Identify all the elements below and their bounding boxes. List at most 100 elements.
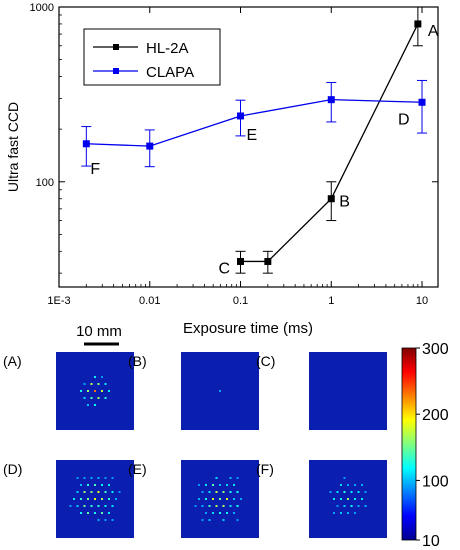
heatmap-spot bbox=[357, 505, 360, 507]
heatmap-spot bbox=[336, 491, 339, 493]
x-tick-label: 1 bbox=[328, 295, 334, 307]
heatmap-spot bbox=[201, 491, 204, 493]
heatmap-spot bbox=[219, 498, 221, 500]
heatmap-spot bbox=[347, 512, 349, 514]
heatmap-spot bbox=[111, 519, 114, 521]
heatmap-spot bbox=[108, 512, 110, 514]
colorbar bbox=[401, 347, 417, 541]
heatmap-spot bbox=[104, 477, 107, 479]
y-axis-title: Ultra fast CCD bbox=[5, 102, 21, 192]
heatmap-spot bbox=[87, 390, 89, 392]
heatmap-spot bbox=[343, 505, 346, 507]
point-label-F: F bbox=[90, 161, 100, 178]
heatmap-spot bbox=[76, 477, 79, 479]
heatmap-spot bbox=[104, 491, 107, 493]
heatmap-spot bbox=[104, 519, 107, 521]
heatmap-spot bbox=[236, 519, 239, 521]
heatmap-spot bbox=[347, 484, 349, 486]
heatmap-spot bbox=[233, 498, 235, 500]
heatmap-spot bbox=[94, 498, 96, 500]
heatmap-spot bbox=[90, 383, 93, 385]
heatmap-spot bbox=[101, 484, 103, 486]
point-label-E: E bbox=[247, 127, 258, 144]
heatmap-panel bbox=[309, 352, 387, 430]
heatmap-spot bbox=[118, 491, 121, 493]
data-point bbox=[237, 112, 245, 120]
heatmap-spot bbox=[80, 484, 82, 486]
heatmap-spot bbox=[111, 505, 114, 507]
heatmap-spot bbox=[354, 484, 356, 486]
data-point bbox=[146, 142, 154, 150]
heatmap-spot bbox=[97, 505, 100, 507]
heatmap-spot bbox=[90, 491, 93, 493]
heatmap-spot bbox=[229, 505, 232, 507]
heatmap-spot bbox=[108, 498, 110, 500]
colorbar-tick-label: 200 bbox=[422, 407, 449, 424]
legend-clapa-label: CLAPA bbox=[146, 64, 194, 81]
x-tick-label: 0.01 bbox=[139, 295, 160, 307]
heatmap-spot bbox=[87, 498, 89, 500]
heatmap-spot bbox=[340, 512, 342, 514]
heatmap-spot bbox=[97, 477, 100, 479]
heatmap-spot bbox=[94, 512, 96, 514]
data-point bbox=[414, 20, 422, 28]
heatmap-panels: 10 mm (A) (B) (C) (D) (E) (F) 10 100 200 300 bbox=[3, 323, 449, 550]
colorbar-tick-label: 300 bbox=[422, 341, 449, 358]
data-point bbox=[82, 140, 90, 148]
heatmap-spot bbox=[198, 484, 200, 486]
point-label-C: C bbox=[219, 260, 231, 277]
heatmap-spot bbox=[208, 491, 211, 493]
heatmap-spot bbox=[226, 512, 228, 514]
heatmap-spot bbox=[194, 505, 197, 507]
heatmap-spot bbox=[364, 505, 367, 507]
heatmap-spot bbox=[101, 498, 103, 500]
x-tick-label: 0.1 bbox=[233, 295, 248, 307]
heatmap-spot bbox=[219, 484, 221, 486]
heatmap-spot bbox=[233, 512, 235, 514]
heatmap-spot bbox=[336, 505, 339, 507]
heatmap-spot bbox=[83, 477, 86, 479]
heatmap-spot bbox=[111, 477, 114, 479]
x-axis-ticks: 1E-3 0.01 0.1 1 10 bbox=[47, 7, 428, 307]
heatmap-spot bbox=[87, 512, 89, 514]
heatmap-spot bbox=[236, 477, 239, 479]
heatmap-spot bbox=[333, 498, 335, 500]
heatmap-spot bbox=[226, 484, 228, 486]
panel-layer: (A) (B) (C) (D) (E) (F) bbox=[3, 352, 387, 538]
x-tick-label: 1E-3 bbox=[47, 295, 70, 307]
heatmap-spot bbox=[236, 491, 239, 493]
heatmap-spot bbox=[69, 505, 72, 507]
heatmap-spot bbox=[97, 491, 100, 493]
data-point bbox=[418, 98, 426, 106]
panel-label: (D) bbox=[3, 461, 22, 477]
panel-label: (E) bbox=[128, 461, 147, 477]
data-point bbox=[327, 195, 335, 203]
data-point bbox=[264, 257, 272, 265]
heatmap-spot bbox=[222, 505, 225, 507]
panel-label: (C) bbox=[256, 353, 275, 369]
heatmap-spot bbox=[205, 484, 207, 486]
heatmap-spot bbox=[212, 498, 214, 500]
legend-hl2a-marker bbox=[113, 44, 119, 50]
heatmap-spot bbox=[108, 484, 110, 486]
panel-label: (F) bbox=[256, 461, 274, 477]
heatmap-spot bbox=[236, 505, 239, 507]
heatmap-spot bbox=[94, 404, 96, 406]
heatmap-spot bbox=[90, 397, 93, 399]
heatmap-spot bbox=[240, 498, 242, 500]
heatmap-spot bbox=[354, 498, 356, 500]
heatmap-spot bbox=[205, 498, 207, 500]
series-line-0 bbox=[240, 23, 419, 263]
heatmap-spot bbox=[97, 383, 100, 385]
colorbar-ticks: 10 100 200 300 bbox=[416, 341, 449, 550]
series-layer: C B A F E D bbox=[81, 6, 439, 277]
heatmap-spot bbox=[354, 512, 356, 514]
heatmap-spot bbox=[208, 519, 211, 521]
heatmap-spot bbox=[329, 491, 332, 493]
panel-label: (A) bbox=[3, 353, 22, 369]
colorbar-tick-label: 10 bbox=[422, 533, 440, 550]
y-axis-ticks: 100 1000 bbox=[30, 2, 438, 274]
heatmap-spot bbox=[83, 505, 86, 507]
heatmap-spot bbox=[83, 397, 86, 399]
heatmap-spot bbox=[347, 498, 349, 500]
